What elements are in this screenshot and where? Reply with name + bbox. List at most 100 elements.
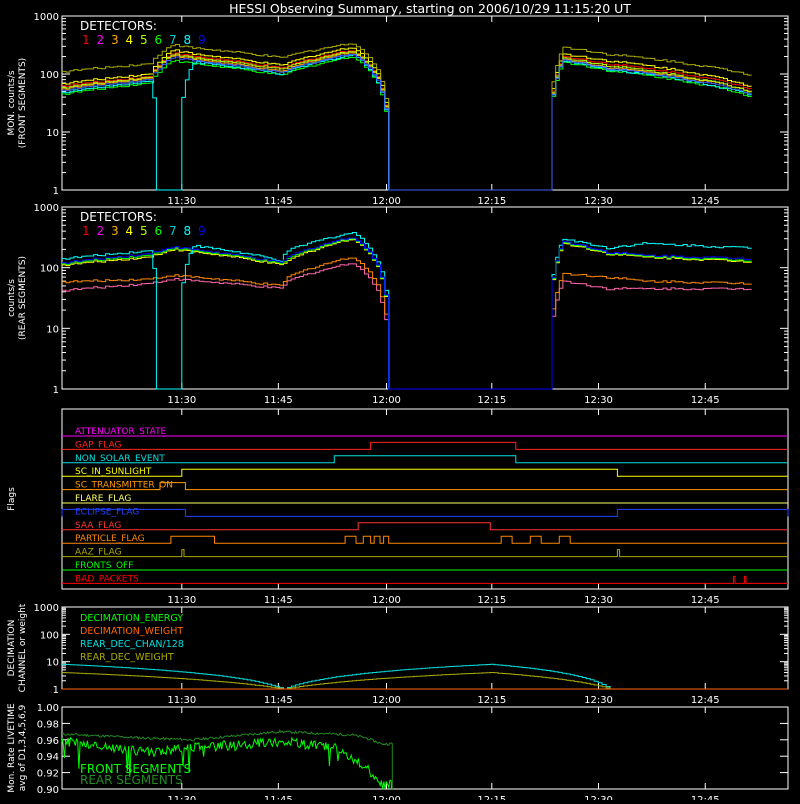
rear-legend-number: 9: [198, 224, 206, 238]
x-tick-label: 12:00: [372, 695, 401, 706]
x-tick-label: 11:30: [167, 196, 196, 207]
livetime-ytick-label: 0.92: [37, 769, 59, 780]
front-ytick-label: 1000: [34, 12, 59, 23]
flag-line: [62, 482, 788, 491]
x-tick-label: 12:00: [372, 595, 401, 606]
flag-label: FLARE_FLAG: [75, 494, 131, 504]
livetime-frame: [61, 706, 789, 790]
front-legend-title: DETECTORS:: [80, 19, 157, 33]
x-tick-label: 11:45: [264, 196, 293, 207]
rear-series-8: [62, 232, 752, 390]
rear-legend-number: 5: [140, 224, 148, 238]
flag-label: FRONTS_OFF: [75, 561, 133, 571]
livetime-legend-item: REAR SEGMENTS: [80, 773, 183, 787]
front-series-6: [62, 57, 752, 191]
rear-series-3: [62, 257, 752, 390]
flag-label: PARTICLE_FLAG: [75, 534, 145, 544]
decimation-legend-item: REAR_DEC_CHAN/128: [80, 639, 184, 650]
flag-label: ATTENUATOR_STATE: [75, 427, 167, 437]
x-tick-label: 12:30: [584, 695, 613, 706]
flag-line: [62, 468, 788, 477]
front-legend-number: 7: [169, 33, 177, 47]
rear-series-1: [62, 263, 752, 390]
decimation-legend-item: DECIMATION_WEIGHT: [80, 626, 183, 637]
x-tick-label: 12:15: [477, 695, 506, 706]
front-series-7: [62, 43, 752, 191]
x-tick-label: 12:45: [691, 196, 720, 207]
decimation-legend-item: DECIMATION_ENERGY: [80, 613, 183, 624]
decimation-series: [62, 672, 788, 690]
decimation-legend-item: REAR_DEC_WEIGHT: [80, 652, 174, 663]
front-legend-number: 8: [184, 33, 192, 47]
flag-line: [62, 549, 788, 558]
livetime-ylabel: Mon. Rate LIVETIME: [7, 703, 17, 793]
front-ytick-label: 1: [53, 186, 59, 197]
front-legend-number: 3: [111, 33, 119, 47]
decimation-ytick-label: 1: [53, 685, 59, 696]
rear-ytick-label: 100: [40, 264, 59, 275]
x-tick-label: 12:15: [477, 795, 506, 800]
x-tick-label: 11:30: [167, 595, 196, 606]
x-tick-label: 11:45: [264, 795, 293, 800]
flag-label: SC_IN_SUNLIGHT: [75, 467, 152, 477]
x-tick-label: 12:45: [691, 795, 720, 800]
flag-label: BAD_PACKETS: [75, 574, 139, 584]
front-legend-number: 9: [198, 33, 206, 47]
front-legend-number: 2: [97, 33, 105, 47]
rear-legend-number: 4: [126, 224, 134, 238]
flag-label: GAP_FLAG: [75, 440, 121, 450]
flag-label: ECLIPSE_FLAG: [75, 507, 139, 517]
front-ylabel: MON. counts/s: [7, 70, 17, 135]
flags-frame: [61, 408, 789, 590]
front-series-9: [62, 54, 752, 191]
x-tick-label: 11:30: [167, 395, 196, 406]
x-tick-label: 12:30: [584, 595, 613, 606]
livetime-ytick-label: 0.96: [37, 736, 59, 747]
front-legend-number: 5: [140, 33, 148, 47]
x-tick-label: 12:45: [691, 395, 720, 406]
rear-ytick-label: 10: [46, 324, 59, 335]
x-tick-label: 12:15: [477, 595, 506, 606]
x-tick-label: 12:00: [372, 395, 401, 406]
livetime-legend-item: FRONT SEGMENTS: [80, 762, 191, 776]
x-tick-label: 12:30: [584, 395, 613, 406]
rear-ytick-label: 1: [53, 385, 59, 396]
x-tick-label: 11:45: [264, 695, 293, 706]
livetime-ytick-label: 0.94: [37, 752, 59, 763]
rear-series-6: [62, 238, 752, 390]
front-legend-number: 4: [126, 33, 134, 47]
rear-legend-number: 2: [97, 224, 105, 238]
x-tick-label: 11:30: [167, 795, 196, 800]
decimation-ytick-label: 1000: [34, 603, 59, 614]
flag-line: [62, 441, 788, 450]
x-tick-label: 12:30: [584, 196, 613, 207]
flag-line: [61, 508, 789, 517]
x-tick-label: 12:45: [691, 595, 720, 606]
front-ylabel: (FRONT SEGMENTS): [18, 58, 28, 148]
decimation-ytick-label: 10: [46, 658, 59, 669]
rear-legend-number: 6: [155, 224, 163, 238]
x-tick-label: 11:30: [167, 695, 196, 706]
flag-line: [62, 455, 788, 464]
decimation-ylabel: CHANNEL or weight: [18, 603, 28, 692]
livetime-series: [62, 729, 393, 789]
flag-label: SC_TRANSMITTER_ON: [75, 481, 173, 491]
x-tick-label: 12:00: [372, 795, 401, 800]
rear-legend-number: 7: [169, 224, 177, 238]
flag-label: AAZ_FLAG: [75, 548, 122, 558]
front-ytick-label: 10: [46, 128, 59, 139]
flags-ylabel: Flags: [7, 487, 17, 511]
flag-label: NON_SOLAR_EVENT: [75, 454, 165, 464]
front-series-4: [62, 47, 752, 191]
rear-legend-number: 1: [82, 224, 90, 238]
flag-line: [62, 522, 788, 531]
x-tick-label: 12:45: [691, 695, 720, 706]
decimation-series: [62, 663, 788, 690]
flag-line: [62, 535, 788, 544]
rear-series-9: [62, 237, 752, 390]
x-tick-label: 12:15: [477, 395, 506, 406]
chart-title: HESSI Observing Summary, starting on 200…: [229, 1, 631, 16]
livetime-ylabel: avg of D1,3,4,5,6,9: [18, 704, 28, 791]
rear-legend-number: 8: [184, 224, 192, 238]
